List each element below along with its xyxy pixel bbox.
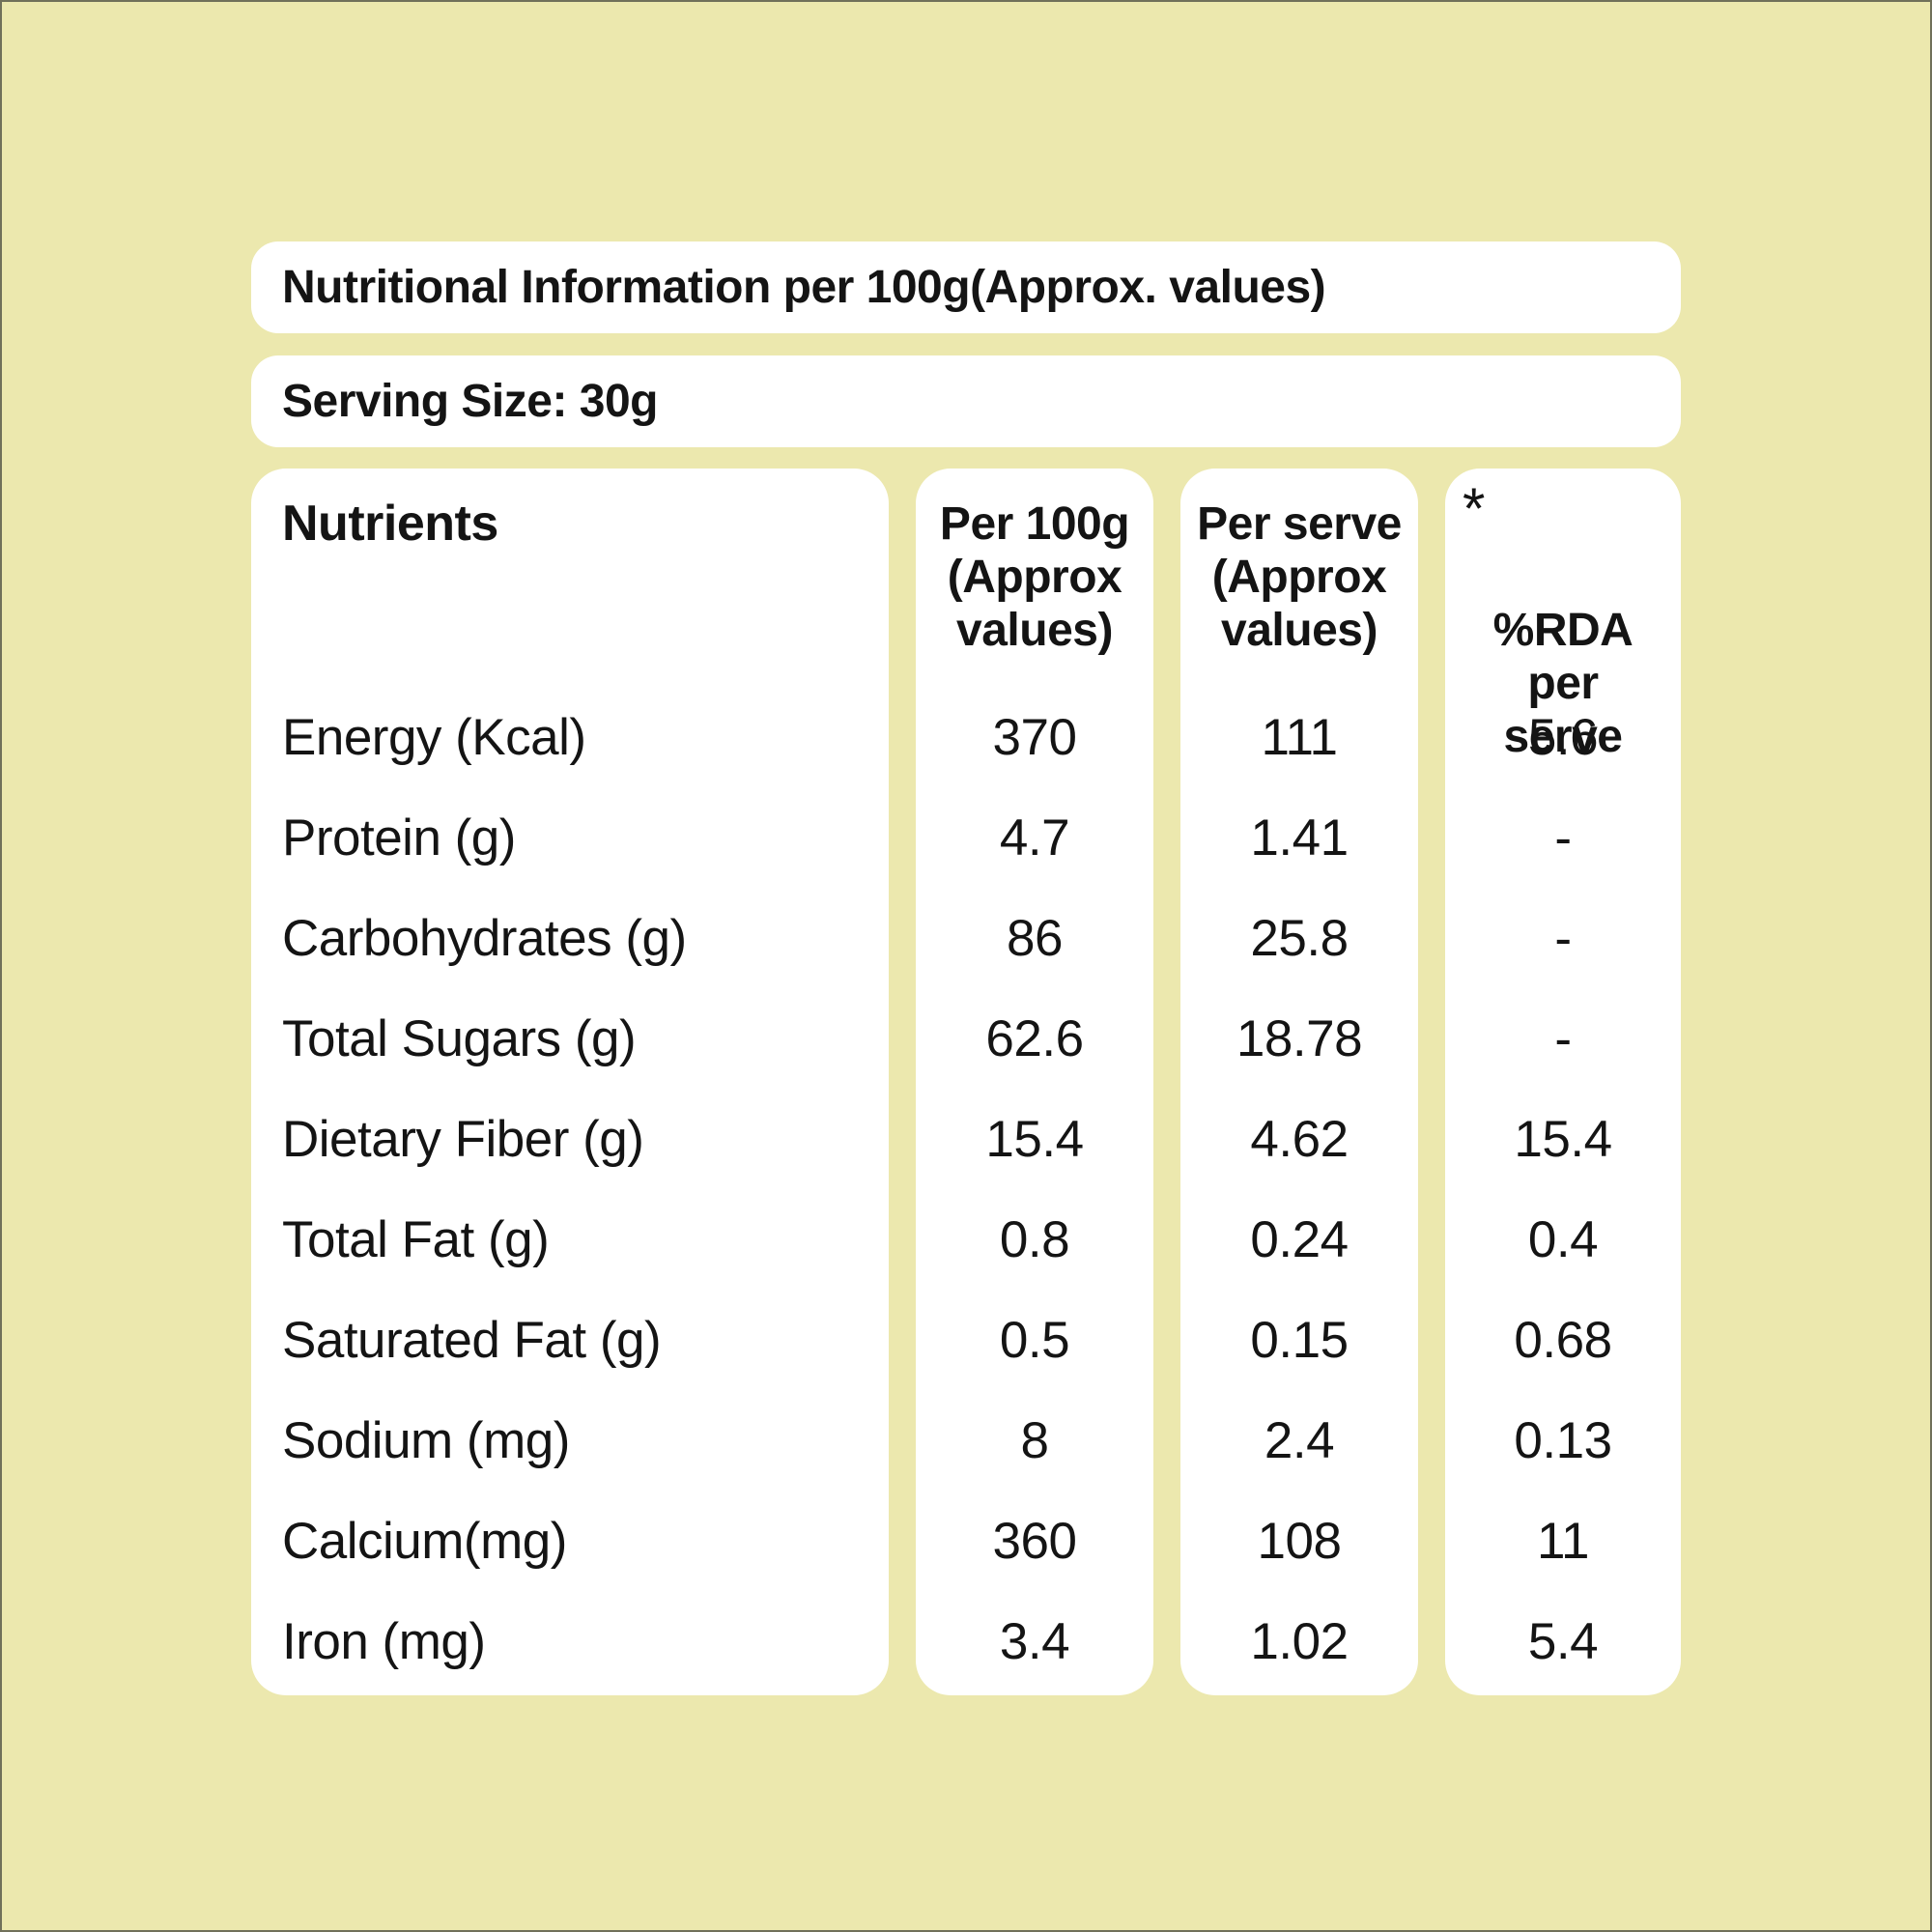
rda-value: 0.13 (1514, 1411, 1612, 1469)
per-serve-value: 4.62 (1250, 1110, 1349, 1168)
per-serve-value: 1.02 (1250, 1612, 1349, 1670)
per-100g-value: 0.8 (999, 1210, 1070, 1268)
per-serve-value: 2.4 (1264, 1411, 1335, 1469)
per-serve-value: 1.41 (1250, 809, 1349, 867)
nutrient-label: Total Sugars (g) (282, 1009, 637, 1067)
rda-value: 0.68 (1514, 1311, 1612, 1369)
per-100g-column: Per 100g (Approx values) 370 4.7 86 62.6… (916, 469, 1153, 1695)
nutrient-label: Calcium(mg) (282, 1512, 567, 1570)
serving-size-bar: Serving Size: 30g (251, 355, 1681, 447)
nutrient-label: Energy (Kcal) (282, 708, 586, 766)
per-serve-value: 111 (1261, 708, 1338, 766)
rda-value: 11 (1536, 1512, 1590, 1570)
per-serve-value: 0.15 (1250, 1311, 1349, 1369)
per-serve-value: 108 (1257, 1512, 1342, 1570)
rda-value: - (1554, 909, 1572, 967)
rda-value: 0.4 (1527, 1210, 1599, 1268)
per-100g-value: 370 (992, 708, 1077, 766)
nutrient-label: Sodium (mg) (282, 1411, 570, 1469)
nutrients-column: Nutrients Energy (Kcal) Protein (g) Carb… (251, 469, 889, 1695)
per-100g-value: 0.5 (999, 1311, 1070, 1369)
rda-value: 5.4 (1527, 1612, 1599, 1670)
title-text: Nutritional Information per 100g(Approx.… (282, 262, 1326, 313)
per-100g-column-header: Per 100g (Approx values) (939, 498, 1130, 656)
rda-value: - (1554, 809, 1572, 867)
nutrient-label: Dietary Fiber (g) (282, 1110, 644, 1168)
per-100g-value: 86 (1007, 909, 1063, 967)
per-100g-value: 15.4 (985, 1110, 1084, 1168)
rda-asterisk: * (1463, 476, 1485, 541)
per-100g-value: 8 (1020, 1411, 1049, 1469)
per-serve-value: 0.24 (1250, 1210, 1349, 1268)
rda-header-label: %RDA per serve (1492, 605, 1634, 762)
nutrient-label: Total Fat (g) (282, 1210, 550, 1268)
rda-value: 15.4 (1514, 1110, 1612, 1168)
per-serve-value: 25.8 (1250, 909, 1349, 967)
per-100g-value: 62.6 (985, 1009, 1084, 1067)
per-100g-value: 360 (992, 1512, 1077, 1570)
rda-value: - (1554, 1009, 1572, 1067)
nutrition-table: Nutrients Energy (Kcal) Protein (g) Carb… (251, 469, 1681, 1695)
nutrients-column-header: Nutrients (282, 496, 498, 552)
per-serve-column-header: Per serve (Approx values) (1197, 498, 1402, 656)
nutrient-label: Saturated Fat (g) (282, 1311, 662, 1369)
nutrient-label: Carbohydrates (g) (282, 909, 687, 967)
rda-column-header: * %RDA per serve (1445, 469, 1681, 763)
title-bar: Nutritional Information per 100g(Approx.… (251, 242, 1681, 333)
nutrient-label: Protein (g) (282, 809, 516, 867)
per-serve-value: 18.78 (1236, 1009, 1363, 1067)
nutrient-label: Iron (mg) (282, 1612, 486, 1670)
per-100g-value: 3.4 (999, 1612, 1070, 1670)
per-serve-column: Per serve (Approx values) 111 1.41 25.8 … (1180, 469, 1418, 1695)
serving-size-text: Serving Size: 30g (282, 376, 658, 427)
label-content: Nutritional Information per 100g(Approx.… (251, 242, 1681, 1695)
rda-column: * %RDA per serve 5.6 - - - 15.4 0.4 0.68… (1445, 469, 1681, 1695)
per-100g-value: 4.7 (999, 809, 1070, 867)
rda-value: 5.6 (1527, 708, 1599, 766)
